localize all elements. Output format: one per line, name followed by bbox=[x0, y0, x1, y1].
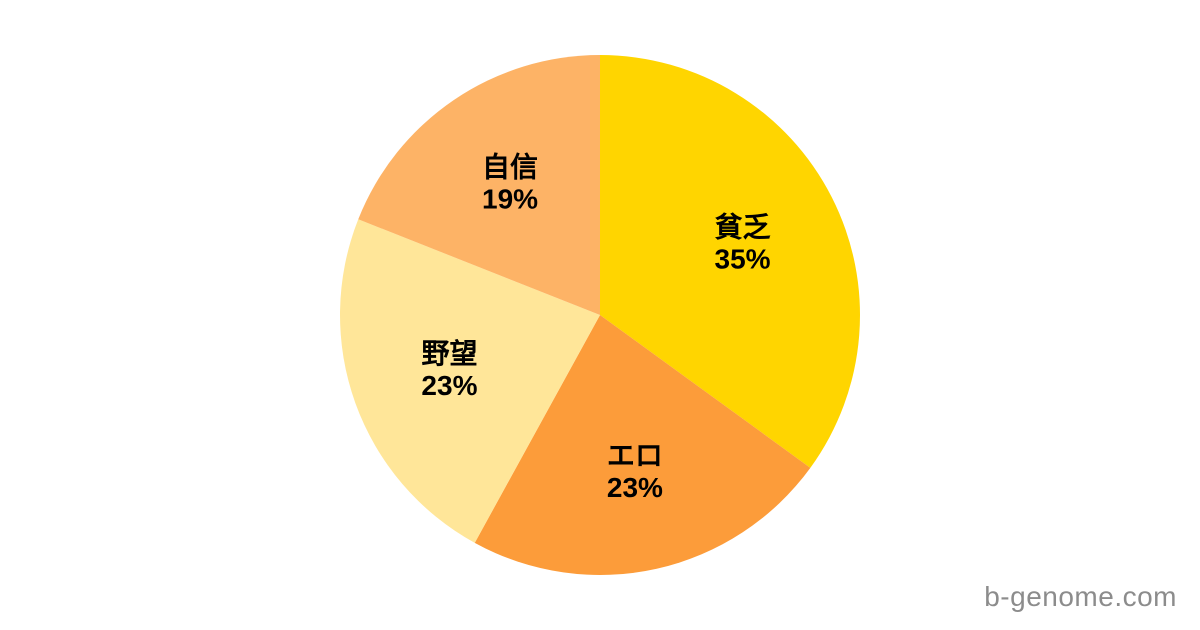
pie-slice-3 bbox=[340, 219, 600, 543]
pie-slice-label-3: 野望 23% bbox=[421, 338, 477, 401]
pie-slice-1 bbox=[600, 55, 860, 468]
pie-slice-label-1: 貧乏 35% bbox=[715, 211, 771, 274]
watermark-text: b-genome.com bbox=[984, 581, 1177, 612]
pie-slice-2 bbox=[474, 315, 811, 575]
pie-slice-label-2: エロ 23% bbox=[607, 440, 663, 503]
pie-slice-label-4: 自信 19% bbox=[482, 152, 538, 215]
pie-slice-4 bbox=[358, 55, 600, 315]
